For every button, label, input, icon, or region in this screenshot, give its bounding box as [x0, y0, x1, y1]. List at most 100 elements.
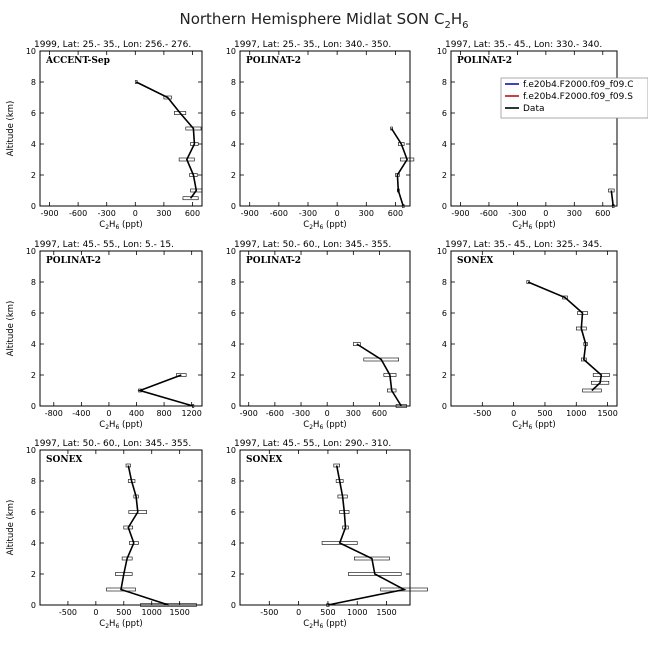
y-tick-label: 6 [231, 508, 236, 517]
x-tick-label: -800 [45, 409, 63, 418]
x-tick-label: -600 [69, 209, 87, 218]
panel-title: 1997, Lat: 35.- 45., Lon: 330.- 340. [445, 40, 602, 50]
plot-frame [39, 50, 203, 207]
y-tick-label: 4 [442, 340, 447, 349]
panel-3: 1997, Lat: 35.- 45., Lon: 330.- 340. POLI… [437, 40, 618, 231]
panels: 1999, Lat: 25.- 35., Lon: 256.- 276. ACCE… [6, 40, 618, 630]
y-tick-label: 8 [442, 78, 447, 87]
y-tick-label: 2 [442, 171, 447, 180]
x-tick-label: 500 [116, 608, 131, 617]
campaign-label: SONEX [246, 455, 282, 465]
x-tick-label: 0 [133, 209, 138, 218]
x-tick-label: 1000 [142, 608, 162, 617]
plot-frame [39, 449, 203, 606]
y-tick-label: 2 [231, 171, 236, 180]
y-tick-label: 10 [437, 247, 447, 256]
y-tick-label: 6 [231, 309, 236, 318]
y-tick-label: 8 [31, 78, 36, 87]
y-tick-label: 10 [226, 247, 236, 256]
plot-frame [239, 50, 411, 207]
x-tick-label: 1000 [347, 608, 367, 617]
data-profile-line [327, 465, 407, 606]
y-tick-label: 8 [442, 278, 447, 287]
y-axis-label: Altitude (km) [6, 301, 16, 357]
x-tick-label: 600 [388, 209, 403, 218]
legend-box [500, 77, 648, 119]
panel-8: 1997, Lat: 45.- 55., Lon: 290.- 310. SONE… [226, 439, 428, 630]
x-axis-label: C2H6 (ppt) [303, 220, 346, 231]
panel-title: 1997, Lat: 45.- 55., Lon: 5.- 15. [34, 240, 174, 250]
x-tick-label: -500 [59, 608, 77, 617]
panel-1: 1999, Lat: 25.- 35., Lon: 256.- 276. ACCE… [6, 40, 203, 231]
y-tick-label: 8 [231, 278, 236, 287]
y-tick-label: 4 [31, 340, 36, 349]
x-tick-label: 0 [93, 608, 98, 617]
x-tick-label: -900 [241, 209, 259, 218]
y-tick-label: 8 [31, 278, 36, 287]
panel-2: 1997, Lat: 25.- 35., Lon: 340.- 350. POLI… [226, 40, 415, 231]
panel-title: 1997, Lat: 45.- 55., Lon: 290.- 310. [234, 439, 391, 449]
panel-5: 1997, Lat: 50.- 60., Lon: 345.- 355. POLI… [226, 240, 411, 431]
y-tick-label: 0 [31, 402, 36, 411]
data-profile-line [527, 281, 603, 392]
data-profile-line [137, 374, 194, 407]
x-axis-label: C2H6 (ppt) [99, 619, 142, 630]
legend: f.e20b4.F2000.f09_f09.C f.e20b4.F2000.f09… [500, 77, 648, 119]
y-tick-label: 8 [231, 477, 236, 486]
y-tick-label: 2 [231, 371, 236, 380]
campaign-label: POLINAT-2 [246, 56, 301, 66]
y-tick-label: 10 [26, 247, 36, 256]
x-axis-label: C2H6 (ppt) [99, 420, 142, 431]
campaign-label: POLINAT-2 [457, 56, 512, 66]
y-axis-label: Altitude (km) [6, 101, 16, 157]
campaign-label: SONEX [457, 256, 493, 266]
x-tick-label: -900 [451, 209, 469, 218]
x-tick-label: 0 [296, 608, 301, 617]
legend-label: f.e20b4.F2000.f09_f09.C [523, 80, 634, 90]
x-tick-label: -300 [98, 209, 116, 218]
x-tick-label: -600 [266, 409, 284, 418]
x-tick-label: 0 [325, 409, 330, 418]
y-tick-label: 4 [231, 340, 236, 349]
error-box [174, 111, 187, 115]
figure-title: Northern Hemisphere Midlat SON C2H6 [179, 10, 468, 31]
error-box [176, 373, 187, 377]
y-tick-label: 0 [442, 402, 447, 411]
y-tick-label: 0 [231, 601, 236, 610]
legend-label: f.e20b4.F2000.f09_f09.S [523, 92, 633, 102]
y-tick-label: 0 [442, 202, 447, 211]
y-tick-label: 4 [231, 140, 236, 149]
y-tick-label: 8 [31, 477, 36, 486]
y-tick-label: 2 [442, 371, 447, 380]
x-tick-label: 1500 [376, 608, 396, 617]
x-tick-label: -300 [299, 209, 317, 218]
x-tick-label: 300 [346, 409, 361, 418]
x-tick-label: 400 [129, 409, 144, 418]
y-tick-label: 6 [231, 109, 236, 118]
y-tick-label: 4 [442, 140, 447, 149]
x-tick-label: 0 [511, 409, 516, 418]
x-tick-label: 300 [359, 209, 374, 218]
x-tick-label: 600 [185, 209, 200, 218]
y-tick-label: 0 [231, 202, 236, 211]
x-tick-label: 0 [106, 409, 111, 418]
x-tick-label: 1500 [597, 409, 617, 418]
error-box [353, 342, 361, 346]
x-axis-label: C2H6 (ppt) [512, 420, 555, 431]
campaign-label: SONEX [46, 455, 82, 465]
x-tick-label: -600 [480, 209, 498, 218]
error-box [380, 587, 428, 592]
x-tick-label: 1000 [566, 409, 586, 418]
x-tick-label: 1500 [169, 608, 189, 617]
x-tick-label: -900 [40, 209, 58, 218]
y-tick-label: 10 [226, 47, 236, 56]
data-profile-line [390, 128, 408, 207]
y-tick-label: 8 [231, 78, 236, 87]
y-tick-label: 6 [31, 309, 36, 318]
y-tick-label: 0 [31, 202, 36, 211]
error-box [582, 388, 602, 393]
x-tick-label: -300 [292, 409, 310, 418]
panel-title: 1997, Lat: 50.- 60., Lon: 345.- 355. [34, 439, 191, 449]
campaign-label: POLINAT-2 [246, 256, 301, 266]
y-tick-label: 0 [31, 601, 36, 610]
